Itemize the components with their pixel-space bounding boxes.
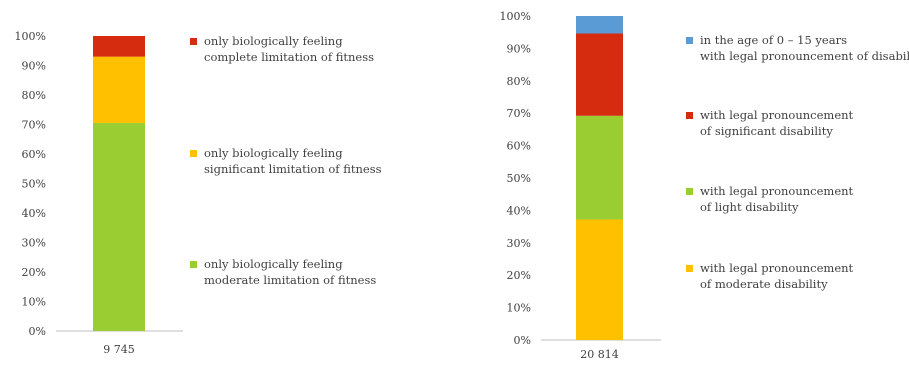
bar-segment-right-1 (576, 115, 623, 220)
y-tick-label-right-2: 20% (507, 269, 531, 282)
y-tick-label-left-2: 20% (22, 266, 46, 279)
legend-label-right-3-line-0: in the age of 0 – 15 years (700, 33, 847, 47)
y-tick-label-left-8: 80% (22, 89, 46, 102)
y-tick-label-right-10: 100% (500, 10, 531, 23)
legend-swatch-right-0 (686, 265, 693, 272)
bar-segment-left-0 (93, 123, 145, 332)
y-tick-label-left-10: 100% (15, 30, 46, 43)
legend-label-right-2-line-1: of significant disability (700, 124, 833, 138)
y-tick-label-left-5: 50% (22, 178, 46, 191)
legend-swatch-right-3 (686, 37, 693, 44)
legend-swatch-right-1 (686, 188, 693, 195)
legend-swatch-right-2 (686, 112, 693, 119)
category-label-right: 20 814 (580, 348, 619, 361)
y-tick-label-right-7: 70% (507, 107, 531, 120)
legend-label-right-3-line-1: with legal pronouncement of disability (700, 49, 909, 63)
category-label-left: 9 745 (103, 343, 135, 356)
y-tick-label-right-5: 50% (507, 172, 531, 185)
legend-swatch-left-0 (190, 261, 197, 268)
bar-segment-right-0 (576, 219, 623, 340)
legend-label-right-0-line-0: with legal pronouncement (700, 261, 854, 275)
y-tick-label-left-7: 70% (22, 119, 46, 132)
legend-swatch-left-1 (190, 150, 197, 157)
y-tick-label-left-0: 0% (29, 325, 46, 338)
y-tick-label-right-4: 40% (507, 204, 531, 217)
legend-label-left-2-line-0: only biologically feeling (204, 34, 343, 48)
y-tick-label-left-4: 40% (22, 207, 46, 220)
y-tick-label-left-9: 90% (22, 60, 46, 73)
y-tick-label-left-1: 10% (22, 296, 46, 309)
y-tick-label-right-8: 80% (507, 75, 531, 88)
legend-label-right-1-line-1: of light disability (700, 200, 799, 214)
bar-segment-left-2 (93, 36, 145, 57)
y-tick-label-right-3: 30% (507, 237, 531, 250)
legend-swatch-left-2 (190, 38, 197, 45)
y-tick-label-right-1: 10% (507, 302, 531, 315)
y-tick-label-left-3: 30% (22, 237, 46, 250)
bar-segment-right-2 (576, 33, 623, 116)
y-tick-label-right-9: 90% (507, 42, 531, 55)
legend-label-right-2-line-0: with legal pronouncement (700, 108, 854, 122)
legend-label-right-0-line-1: of moderate disability (700, 277, 828, 291)
legend-label-left-1-line-0: only biologically feeling (204, 146, 343, 160)
y-tick-label-right-6: 60% (507, 140, 531, 153)
bar-segment-left-1 (93, 56, 145, 124)
legend-label-right-1-line-0: with legal pronouncement (700, 184, 854, 198)
legend-label-left-2-line-1: complete limitation of fitness (204, 50, 374, 64)
bar-segment-right-3 (576, 16, 623, 34)
y-tick-label-right-0: 0% (514, 334, 531, 347)
legend-label-left-0-line-1: moderate limitation of fitness (204, 273, 376, 287)
legend-label-left-0-line-0: only biologically feeling (204, 257, 343, 271)
y-tick-label-left-6: 60% (22, 148, 46, 161)
legend-label-left-1-line-1: significant limitation of fitness (204, 162, 382, 176)
